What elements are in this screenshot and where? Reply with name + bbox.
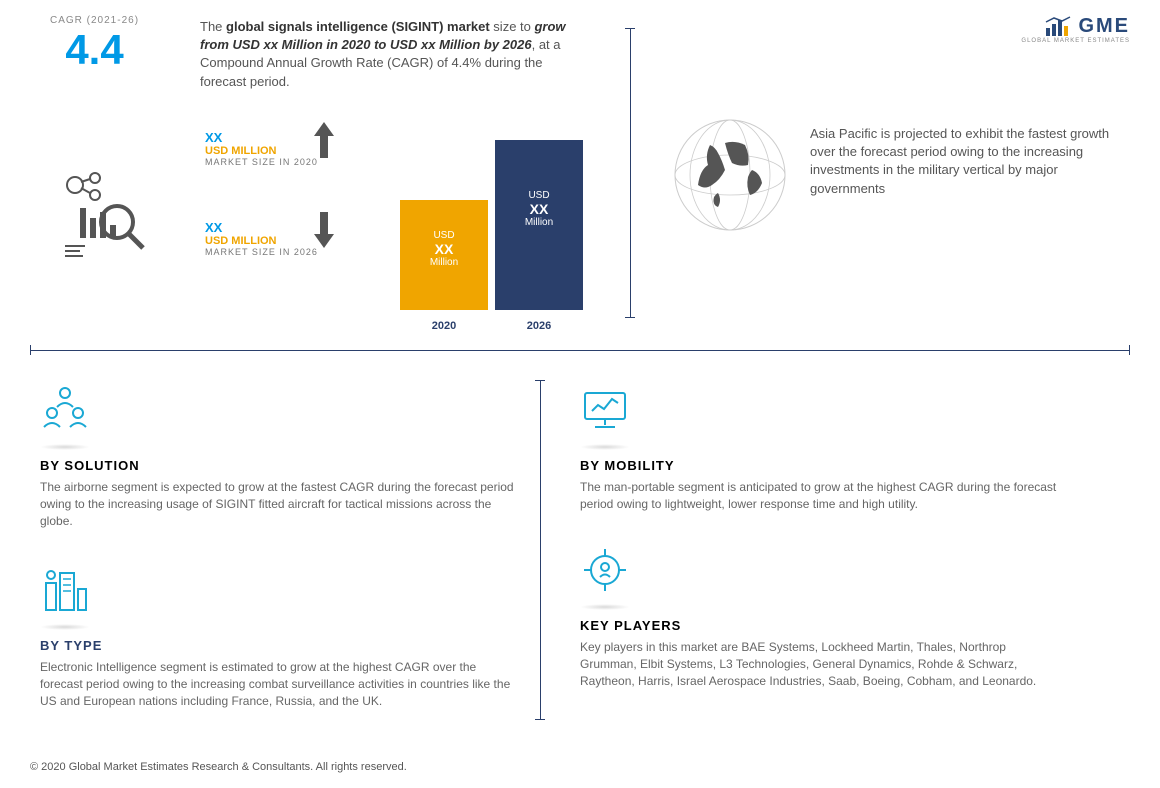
logo-icon (1044, 16, 1074, 38)
icon-shadow (580, 444, 630, 450)
icon-shadow (40, 444, 90, 450)
logo: GME GLOBAL MARKET ESTIMATES (1021, 15, 1130, 44)
bar-2020-mil: Million (400, 257, 488, 268)
q2-text: The man-portable segment is anticipated … (580, 479, 1060, 513)
divider-horizontal (30, 350, 1130, 351)
arrow-down-icon (310, 210, 338, 259)
quadrant-mobility: BY MOBILITY The man-portable segment is … (580, 385, 1060, 513)
quadrant-players: KEY PLAYERS Key players in this market a… (580, 545, 1060, 689)
headline-text: The global signals intelligence (SIGINT)… (200, 18, 590, 91)
q2-title: BY MOBILITY (580, 458, 1060, 473)
people-icon (40, 385, 90, 435)
headline-market: global signals intelligence (SIGINT) mar… (226, 19, 490, 34)
copyright: © 2020 Global Market Estimates Research … (30, 761, 407, 773)
monitor-icon (580, 385, 630, 435)
q3-title: BY TYPE (40, 638, 520, 653)
globe-text: Asia Pacific is projected to exhibit the… (810, 125, 1130, 198)
year-2020: 2020 (400, 320, 488, 332)
analytics-icon (55, 170, 155, 260)
cagr-block: CAGR (2021-26) 4.4 (50, 15, 139, 74)
logo-subtitle: GLOBAL MARKET ESTIMATES (1021, 38, 1130, 44)
metric-up-usd: USD MILLION (205, 145, 318, 157)
bar-2026-mil: Million (495, 217, 583, 228)
metric-down-xx: XX (205, 220, 318, 235)
cagr-value: 4.4 (50, 26, 139, 74)
bottom-grid: BY SOLUTION The airborne segment is expe… (30, 370, 1130, 750)
target-icon (580, 545, 630, 595)
bar-chart: USD XX Million USD XX Million 2020 2026 (395, 140, 595, 340)
building-icon (40, 565, 90, 615)
icon-shadow (40, 624, 90, 630)
quadrant-type: BY TYPE Electronic Intelligence segment … (40, 565, 520, 709)
globe-block: Asia Pacific is projected to exhibit the… (670, 115, 790, 240)
year-2026: 2026 (495, 320, 583, 332)
arrow-up-icon (310, 120, 338, 169)
bar-2020: USD XX Million (400, 200, 488, 310)
logo-text: GME (1078, 15, 1130, 38)
globe-icon (670, 115, 790, 235)
bar-2020-xx: XX (400, 241, 488, 257)
bar-2026-xx: XX (495, 201, 583, 217)
divider-vertical-top (630, 28, 631, 318)
q4-text: Key players in this market are BAE Syste… (580, 639, 1060, 689)
metric-up: XX USD MILLION MARKET SIZE IN 2020 (205, 130, 318, 167)
metric-down-note: MARKET SIZE IN 2026 (205, 247, 318, 257)
q3-text: Electronic Intelligence segment is estim… (40, 659, 520, 709)
q1-title: BY SOLUTION (40, 458, 520, 473)
top-section: CAGR (2021-26) 4.4 The global signals in… (0, 0, 1160, 350)
bar-2026-usd: USD (495, 190, 583, 201)
bar-2020-usd: USD (400, 230, 488, 241)
metric-up-xx: XX (205, 130, 318, 145)
headline-mid: size to (490, 19, 535, 34)
metric-down: XX USD MILLION MARKET SIZE IN 2026 (205, 220, 318, 257)
q4-title: KEY PLAYERS (580, 618, 1060, 633)
quadrant-solution: BY SOLUTION The airborne segment is expe… (40, 385, 520, 529)
divider-vertical-bottom (540, 380, 541, 720)
metric-up-note: MARKET SIZE IN 2020 (205, 157, 318, 167)
icon-shadow (580, 604, 630, 610)
bar-2026: USD XX Million (495, 140, 583, 310)
metric-down-usd: USD MILLION (205, 235, 318, 247)
cagr-label: CAGR (2021-26) (50, 15, 139, 26)
headline-pre: The (200, 19, 226, 34)
q1-text: The airborne segment is expected to grow… (40, 479, 520, 529)
